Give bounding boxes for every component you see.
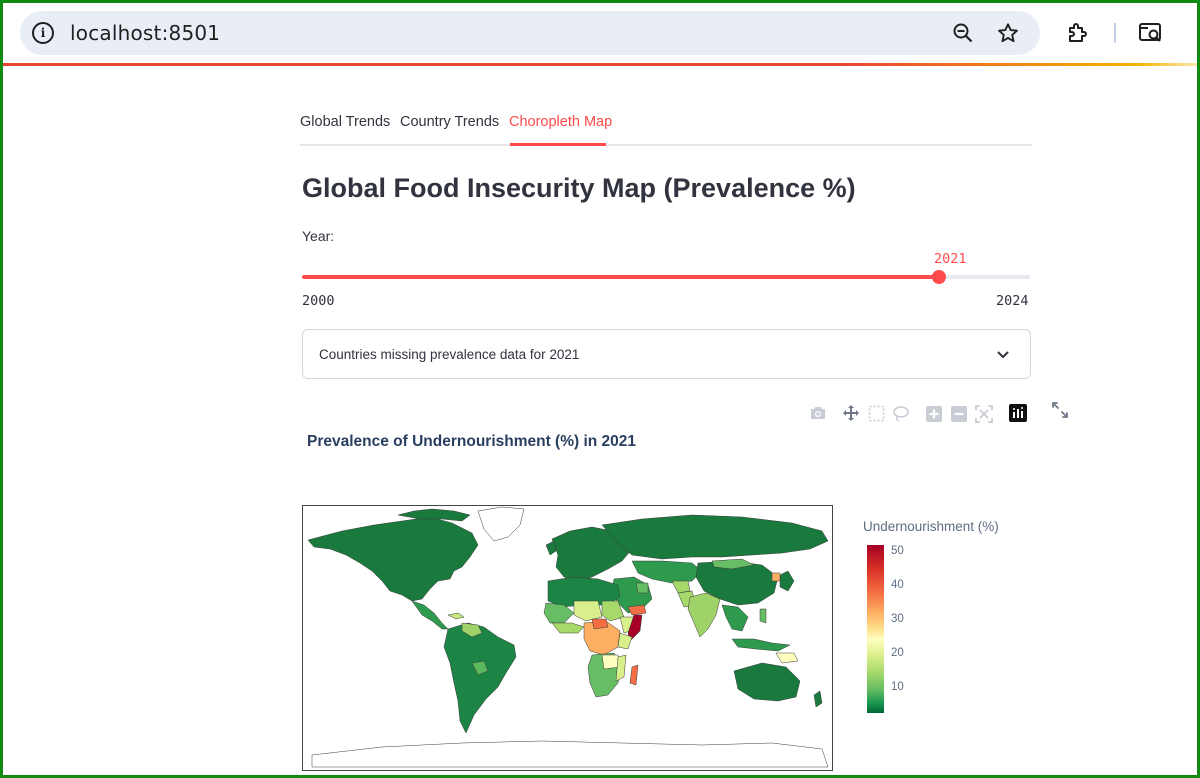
colorbar-tick-label: 20 (891, 646, 904, 659)
year-slider-value: 2021 (934, 251, 967, 267)
region-afghanistan (671, 580, 691, 594)
region-china (695, 560, 779, 606)
tab-search-icon[interactable] (1138, 21, 1164, 45)
tab-choropleth-map[interactable]: Choropleth Map (509, 114, 613, 130)
chart-title: Prevalence of Undernourishment (%) in 20… (307, 433, 637, 450)
zoom-in-icon[interactable] (926, 406, 942, 422)
box-select-icon[interactable] (868, 405, 885, 422)
year-slider-label: Year: (302, 228, 335, 244)
year-slider-fill (302, 275, 939, 279)
region-central-asia (631, 560, 703, 584)
region-north-korea (771, 572, 781, 582)
expander-label: Countries missing prevalence data for 20… (319, 347, 580, 362)
region-madagascar (629, 664, 639, 686)
colorbar (867, 545, 884, 713)
region-southeast-asia (721, 604, 749, 632)
region-indonesia (731, 638, 791, 652)
year-slider-thumb[interactable] (932, 270, 946, 284)
year-slider-min: 2000 (302, 293, 335, 309)
region-south-america (443, 622, 517, 734)
region-west-africa-coast (551, 622, 585, 634)
pan-icon[interactable] (842, 404, 860, 422)
region-uk (545, 540, 557, 556)
colorbar-tick-label: 50 (891, 544, 904, 557)
year-slider-track[interactable] (302, 270, 1030, 284)
region-india (687, 592, 721, 638)
extensions-icon[interactable] (1065, 21, 1089, 45)
region-mongolia (711, 558, 755, 570)
region-venezuela (461, 622, 483, 638)
fullscreen-icon[interactable] (1051, 401, 1069, 419)
region-caribbean (447, 612, 465, 620)
plotly-logo-icon[interactable] (1009, 404, 1027, 422)
tab-global-trends[interactable]: Global Trends (300, 114, 391, 130)
region-png (775, 652, 799, 664)
region-russia (601, 514, 829, 560)
region-iraq (635, 582, 649, 594)
region-australia (733, 662, 801, 702)
zoom-out-icon[interactable] (951, 406, 967, 422)
region-car (591, 618, 609, 630)
region-arctic-islands (397, 508, 471, 522)
loading-bar (3, 63, 1197, 66)
region-mozambique (615, 654, 627, 682)
tab-active-indicator (510, 143, 606, 146)
url-text[interactable]: localhost:8501 (70, 21, 221, 45)
region-central-africa (583, 620, 621, 656)
chevron-down-icon[interactable] (996, 348, 1010, 362)
camera-icon[interactable] (809, 405, 827, 421)
colorbar-tick-label: 30 (891, 612, 904, 625)
region-sudan (601, 600, 625, 622)
region-antarctica (311, 740, 829, 768)
missing-data-expander[interactable]: Countries missing prevalence data for 20… (302, 329, 1031, 379)
tab-country-trends[interactable]: Country Trends (400, 114, 500, 130)
region-new-zealand (813, 690, 823, 708)
lasso-icon[interactable] (892, 405, 910, 423)
tab-bar: Global Trends Country Trends Choropleth … (300, 103, 1032, 146)
colorbar-tick-label: 10 (891, 680, 904, 693)
region-greenland (477, 506, 525, 542)
region-yemen (627, 604, 647, 616)
region-somalia (627, 614, 643, 642)
region-europe (551, 526, 633, 582)
region-bolivia (471, 660, 489, 676)
info-icon[interactable]: i (32, 22, 54, 44)
browser-toolbar: i localhost:8501 (3, 3, 1197, 63)
toolbar-divider (1114, 23, 1116, 43)
region-korea-japan (779, 570, 795, 592)
star-icon[interactable] (997, 22, 1019, 44)
year-slider-max: 2024 (996, 293, 1029, 309)
colorbar-title: Undernourishment (%) (863, 519, 999, 534)
choropleth-map[interactable] (302, 505, 833, 771)
autoscale-icon[interactable] (975, 405, 993, 423)
region-philippines (759, 608, 767, 624)
address-bar[interactable]: i localhost:8501 (20, 11, 1040, 55)
colorbar-tick-label: 40 (891, 578, 904, 591)
page-title: Global Food Insecurity Map (Prevalence %… (302, 173, 856, 203)
zoom-out-icon[interactable] (952, 22, 974, 44)
region-kenya (617, 632, 633, 650)
